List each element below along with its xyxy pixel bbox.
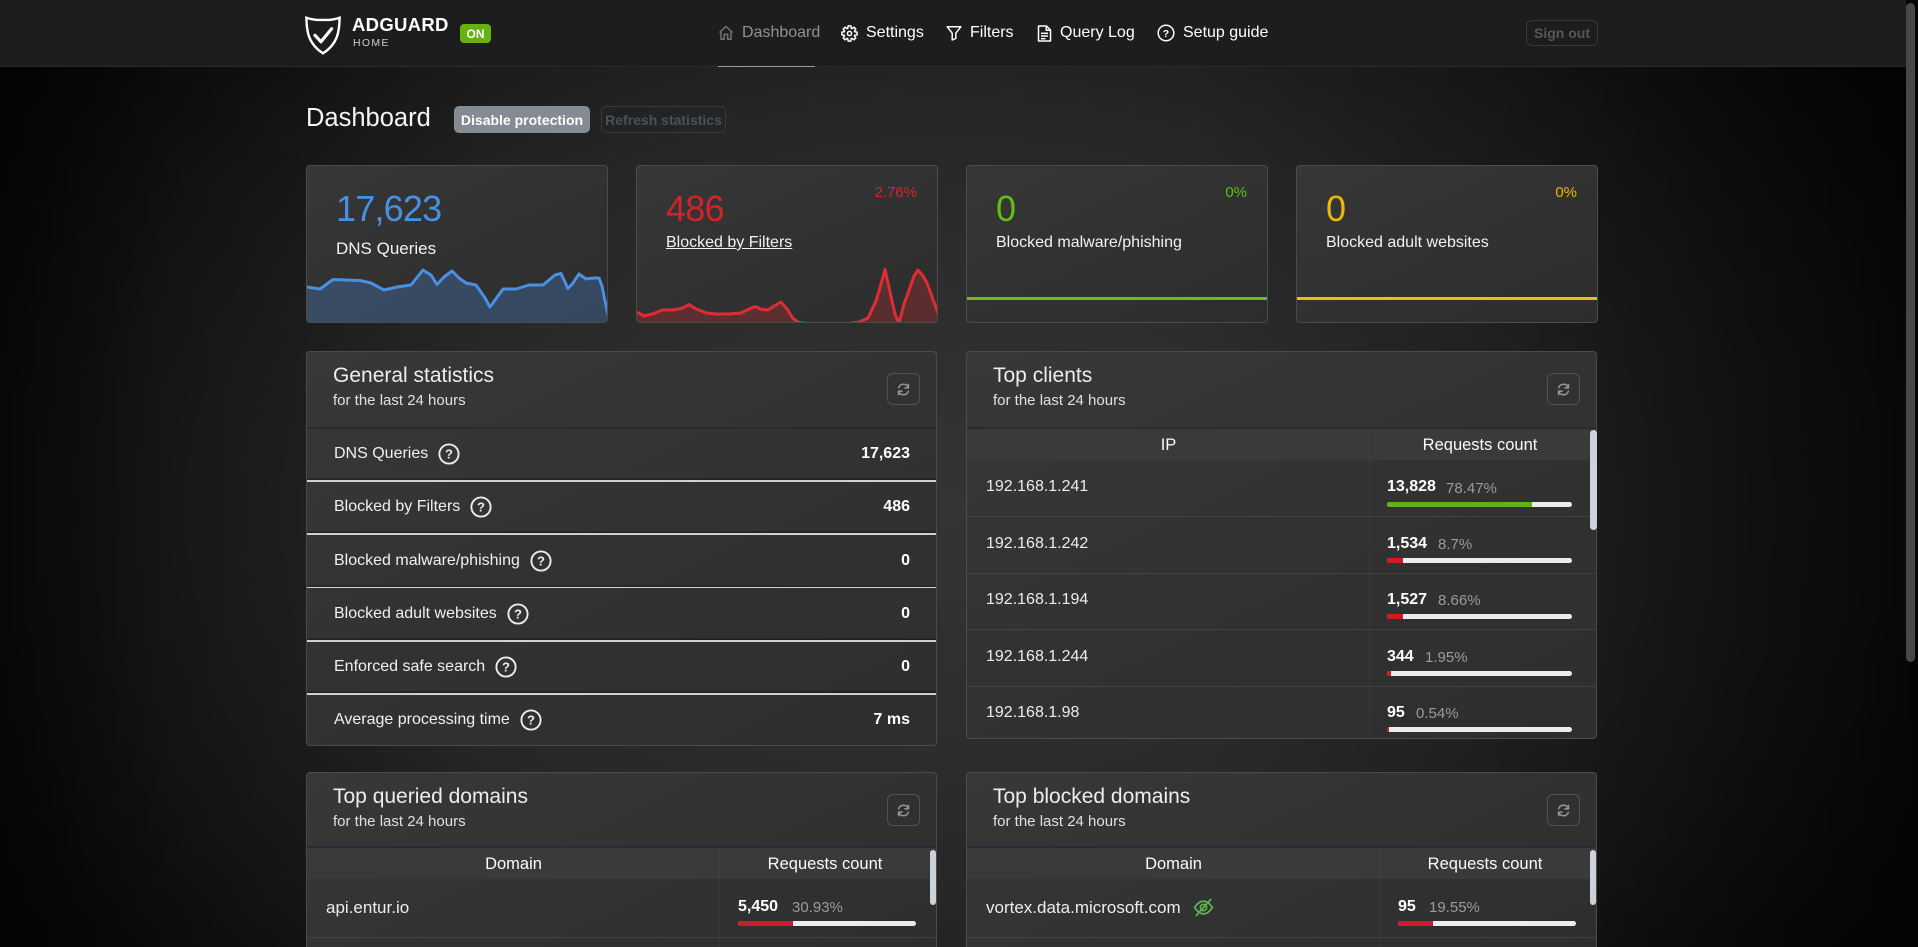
svg-text:?: ?	[502, 660, 510, 675]
svg-text:?: ?	[1163, 28, 1169, 40]
svg-text:?: ?	[537, 553, 545, 568]
svg-text:?: ?	[514, 606, 522, 621]
svg-text:?: ?	[445, 447, 453, 462]
svg-text:?: ?	[477, 500, 485, 515]
svg-text:?: ?	[527, 713, 535, 728]
